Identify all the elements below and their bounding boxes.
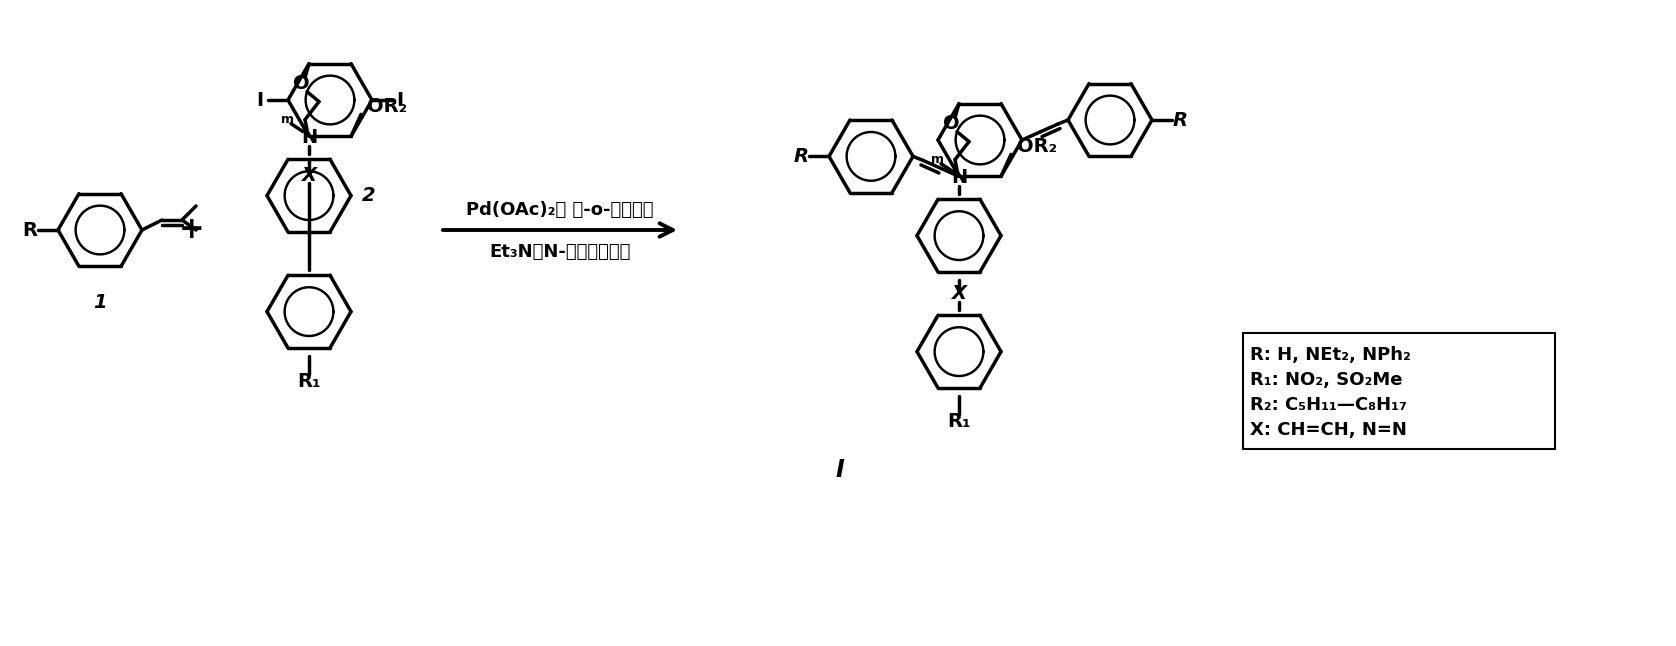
Text: R: R xyxy=(1173,110,1188,129)
Text: m: m xyxy=(930,153,944,166)
Text: N: N xyxy=(950,168,967,187)
Text: X: X xyxy=(952,284,967,303)
Text: O: O xyxy=(942,114,959,133)
Text: OR₂: OR₂ xyxy=(1017,137,1058,156)
Text: I: I xyxy=(397,90,404,110)
Text: Pd(OAc)₂， 三-o-甲苯基膚: Pd(OAc)₂， 三-o-甲苯基膚 xyxy=(466,201,654,219)
Text: Et₃N，N-二甲基甲酰胺: Et₃N，N-二甲基甲酰胺 xyxy=(489,243,630,261)
Text: R₁: R₁ xyxy=(947,412,970,431)
Text: R: R xyxy=(22,220,37,240)
Text: OR₂: OR₂ xyxy=(367,97,407,116)
Text: 1: 1 xyxy=(94,293,107,311)
Text: R₂: C₅H₁₁—C₈H₁₇: R₂: C₅H₁₁—C₈H₁₇ xyxy=(1250,396,1406,414)
Text: R: H, NEt₂, NPh₂: R: H, NEt₂, NPh₂ xyxy=(1250,346,1411,364)
Text: X: X xyxy=(302,166,317,185)
Text: 2: 2 xyxy=(362,186,375,205)
Text: R₁: NO₂, SO₂Me: R₁: NO₂, SO₂Me xyxy=(1250,371,1403,389)
Text: I: I xyxy=(256,90,263,110)
Text: O: O xyxy=(293,74,310,93)
Text: X: CH=CH, N=N: X: CH=CH, N=N xyxy=(1250,421,1406,439)
Text: I: I xyxy=(836,458,845,482)
Text: R: R xyxy=(793,147,808,166)
Text: m: m xyxy=(280,113,293,126)
Text: R₁: R₁ xyxy=(297,372,320,391)
Text: +: + xyxy=(179,216,204,244)
FancyBboxPatch shape xyxy=(1244,333,1555,449)
Text: N: N xyxy=(302,128,317,147)
